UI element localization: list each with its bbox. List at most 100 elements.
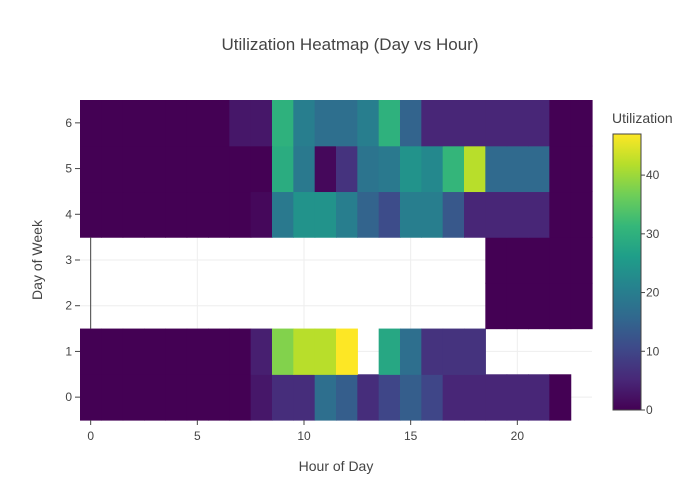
x-axis-title: Hour of Day — [299, 458, 374, 474]
heatmap-cell — [442, 191, 465, 238]
heatmap-cell — [357, 191, 380, 238]
heatmap-cell — [570, 100, 593, 147]
heatmap-cell — [464, 100, 486, 147]
heatmap-cell — [421, 191, 444, 238]
heatmap-cell — [570, 145, 593, 193]
heatmap-cell — [549, 374, 572, 421]
heatmap-cell — [378, 100, 401, 147]
heatmap-cell — [250, 145, 273, 193]
heatmap-cell — [528, 374, 550, 421]
colorbar-tick-label: 20 — [646, 286, 660, 300]
heatmap-cell — [314, 145, 337, 193]
heatmap-cell — [549, 237, 572, 284]
heatmap-cell — [506, 100, 529, 147]
heatmap-cell — [186, 100, 209, 147]
heatmap-cell — [485, 282, 508, 330]
heatmap-cell — [122, 328, 145, 375]
heatmap-cell — [549, 191, 572, 238]
heatmap-cell — [442, 100, 465, 147]
heatmap-cell — [570, 237, 593, 284]
y-tick-label: 6 — [65, 116, 72, 130]
heatmap-cell — [80, 145, 102, 193]
heatmap-cell — [229, 374, 252, 421]
heatmap-cell — [336, 145, 358, 193]
heatmap-cell — [506, 191, 529, 238]
colorbar-tick-label: 0 — [646, 403, 653, 417]
heatmap-cell — [378, 374, 401, 421]
axes-layer: 0 5 10 15 20 0 1 2 3 4 5 6 — [65, 116, 524, 443]
heatmap-cell — [528, 237, 550, 284]
heatmap-cell — [165, 191, 188, 238]
heatmap-cell — [293, 191, 316, 238]
heatmap-cell — [314, 328, 337, 375]
heatmap-cell — [528, 145, 550, 193]
heatmap-cell — [250, 328, 273, 375]
heatmap-cell — [229, 145, 252, 193]
heatmap-cell — [101, 145, 124, 193]
heatmap-cell — [421, 145, 444, 193]
heatmap-cell — [208, 374, 230, 421]
heatmap-cell — [272, 100, 294, 147]
heatmap-cell — [506, 282, 529, 330]
heatmap-cell — [229, 100, 252, 147]
heatmap-cell — [101, 328, 124, 375]
colorbar-title: Utilization — [612, 110, 673, 126]
x-tick-label: 10 — [297, 429, 311, 443]
heatmap-cell — [80, 374, 102, 421]
heatmap-cell — [101, 191, 124, 238]
heatmap-cell — [421, 374, 444, 421]
heatmap-cell — [357, 145, 380, 193]
heatmap-cell — [421, 328, 444, 375]
heatmap-cell — [122, 374, 145, 421]
y-tick-label: 5 — [65, 162, 72, 176]
y-tick-label: 2 — [65, 299, 72, 313]
colorbar-tick-label: 10 — [646, 344, 660, 358]
heatmap-cell — [122, 100, 145, 147]
heatmap-cell — [421, 100, 444, 147]
heatmap-cell — [293, 374, 316, 421]
heatmap-cell — [506, 374, 529, 421]
heatmap-cell — [229, 191, 252, 238]
heatmap-cell — [464, 328, 486, 375]
heatmap-cell — [314, 374, 337, 421]
heatmap-cell — [528, 282, 550, 330]
heatmap-cell — [272, 374, 294, 421]
heatmap-cell — [208, 145, 230, 193]
heatmap-cell — [122, 191, 145, 238]
heatmap-cell — [357, 100, 380, 147]
heatmap-cell — [485, 191, 508, 238]
heatmap-cell — [400, 328, 422, 375]
colorbar-tick-label: 40 — [646, 168, 660, 182]
heatmap-cell — [165, 145, 188, 193]
x-tick-label: 5 — [194, 429, 201, 443]
heatmap-cell — [528, 191, 550, 238]
heatmap-cell — [378, 328, 401, 375]
heatmap-cell — [272, 191, 294, 238]
heatmap-cell — [336, 328, 358, 375]
y-tick-label: 4 — [65, 207, 72, 221]
heatmap-cell — [80, 191, 102, 238]
heatmap-cell — [464, 145, 486, 193]
heatmap-cell — [186, 191, 209, 238]
heatmap-cell — [80, 100, 102, 147]
heatmap-cell — [442, 145, 465, 193]
y-axis-title: Day of Week — [29, 219, 45, 300]
heatmap-cell — [400, 191, 422, 238]
heatmap-cell — [122, 145, 145, 193]
heatmap-cell — [400, 374, 422, 421]
heatmap-cell — [165, 328, 188, 375]
x-tick-label: 20 — [511, 429, 525, 443]
x-tick-label: 0 — [87, 429, 94, 443]
heatmap-cell — [208, 328, 230, 375]
heatmap-cell — [336, 191, 358, 238]
heatmap-cell — [250, 374, 273, 421]
heatmap-cell — [186, 328, 209, 375]
heatmap-cell — [80, 328, 102, 375]
heatmap-cell — [485, 145, 508, 193]
heatmap-cell — [101, 374, 124, 421]
heatmap-cell — [208, 191, 230, 238]
heatmap-cell — [485, 237, 508, 284]
heatmap-cell — [464, 191, 486, 238]
